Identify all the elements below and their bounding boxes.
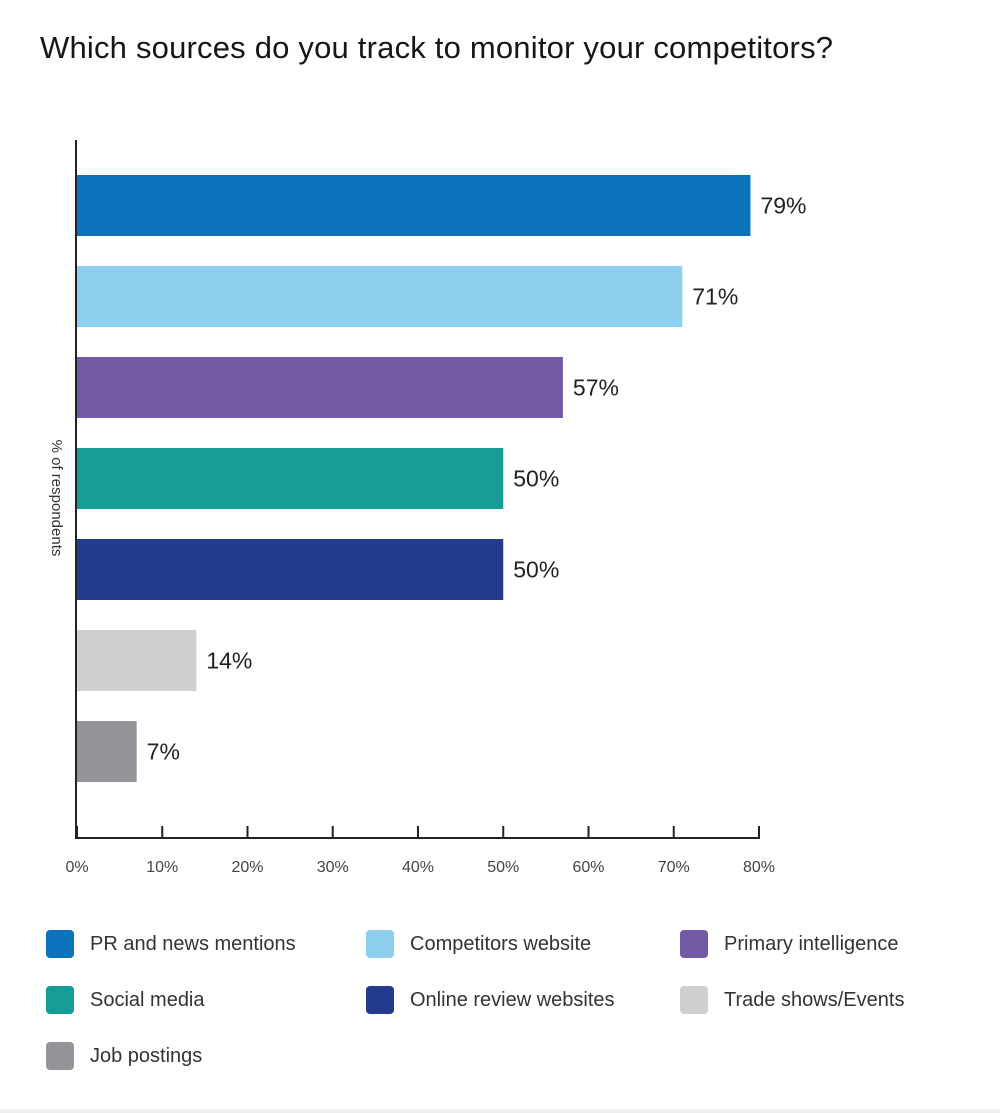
legend-swatch [366, 986, 394, 1014]
value-label-2: 71% [692, 284, 738, 310]
x-tick-label-3: 30% [317, 859, 349, 876]
legend-item-7: Job postings [46, 1040, 202, 1072]
bars-group [77, 175, 751, 782]
bar-3 [77, 357, 563, 418]
legend-label: Competitors website [410, 932, 592, 955]
bottom-divider [0, 1109, 1000, 1113]
bar-1 [77, 175, 751, 236]
legend-item-1: PR and news mentions [46, 928, 296, 960]
bar-2 [77, 266, 683, 327]
legend-item-4: Social media [46, 984, 205, 1016]
x-tick-label-7: 70% [658, 859, 690, 876]
x-tick-label-8: 80% [743, 859, 775, 876]
bar-5 [77, 539, 504, 600]
legend-swatch [46, 930, 74, 958]
bar-6 [77, 630, 197, 691]
x-tick-label-0: 0% [65, 859, 88, 876]
legend-swatch [46, 1042, 74, 1070]
value-label-4: 50% [513, 466, 559, 492]
value-labels-group: 79% 71% 57% 50% 50% 14% 7% [147, 193, 807, 765]
x-ticks-group: 0% 10% 20% 30% 40% 50% 60% 70% 80% [65, 826, 775, 876]
legend-label: Primary intelligence [724, 932, 899, 955]
bar-4 [77, 448, 504, 509]
value-label-6: 14% [206, 648, 252, 674]
legend-swatch [366, 930, 394, 958]
legend-item-2: Competitors website [366, 928, 591, 960]
value-label-1: 79% [760, 193, 806, 219]
legend-label: Job postings [90, 1044, 203, 1067]
value-label-7: 7% [147, 739, 180, 765]
bar-chart: 79% 71% 57% 50% 50% 14% 7% 0% 10% 20% 30% 40% 50% 60… [48, 140, 807, 876]
legend-item-6: Trade shows/Events [680, 984, 904, 1016]
x-tick-label-5: 50% [487, 859, 519, 876]
legend-label: Online review websites [410, 988, 615, 1011]
value-label-5: 50% [513, 557, 559, 583]
legend-label: PR and news mentions [90, 932, 296, 955]
y-axis-label: % of respondents [48, 440, 65, 557]
x-tick-label-6: 60% [572, 859, 604, 876]
chart-title: Which sources do you track to monitor yo… [40, 30, 834, 65]
legend-label: Trade shows/Events [724, 988, 905, 1011]
value-label-3: 57% [573, 375, 619, 401]
legend-swatch [680, 986, 708, 1014]
bar-7 [77, 721, 137, 782]
legend-label: Social media [90, 988, 205, 1011]
legend-swatch [46, 986, 74, 1014]
legend-item-3: Primary intelligence [680, 928, 899, 960]
legend-swatch [680, 930, 708, 958]
x-tick-label-2: 20% [231, 859, 263, 876]
legend-item-5: Online review websites [366, 984, 615, 1016]
x-tick-label-1: 10% [146, 859, 178, 876]
x-tick-label-4: 40% [402, 859, 434, 876]
